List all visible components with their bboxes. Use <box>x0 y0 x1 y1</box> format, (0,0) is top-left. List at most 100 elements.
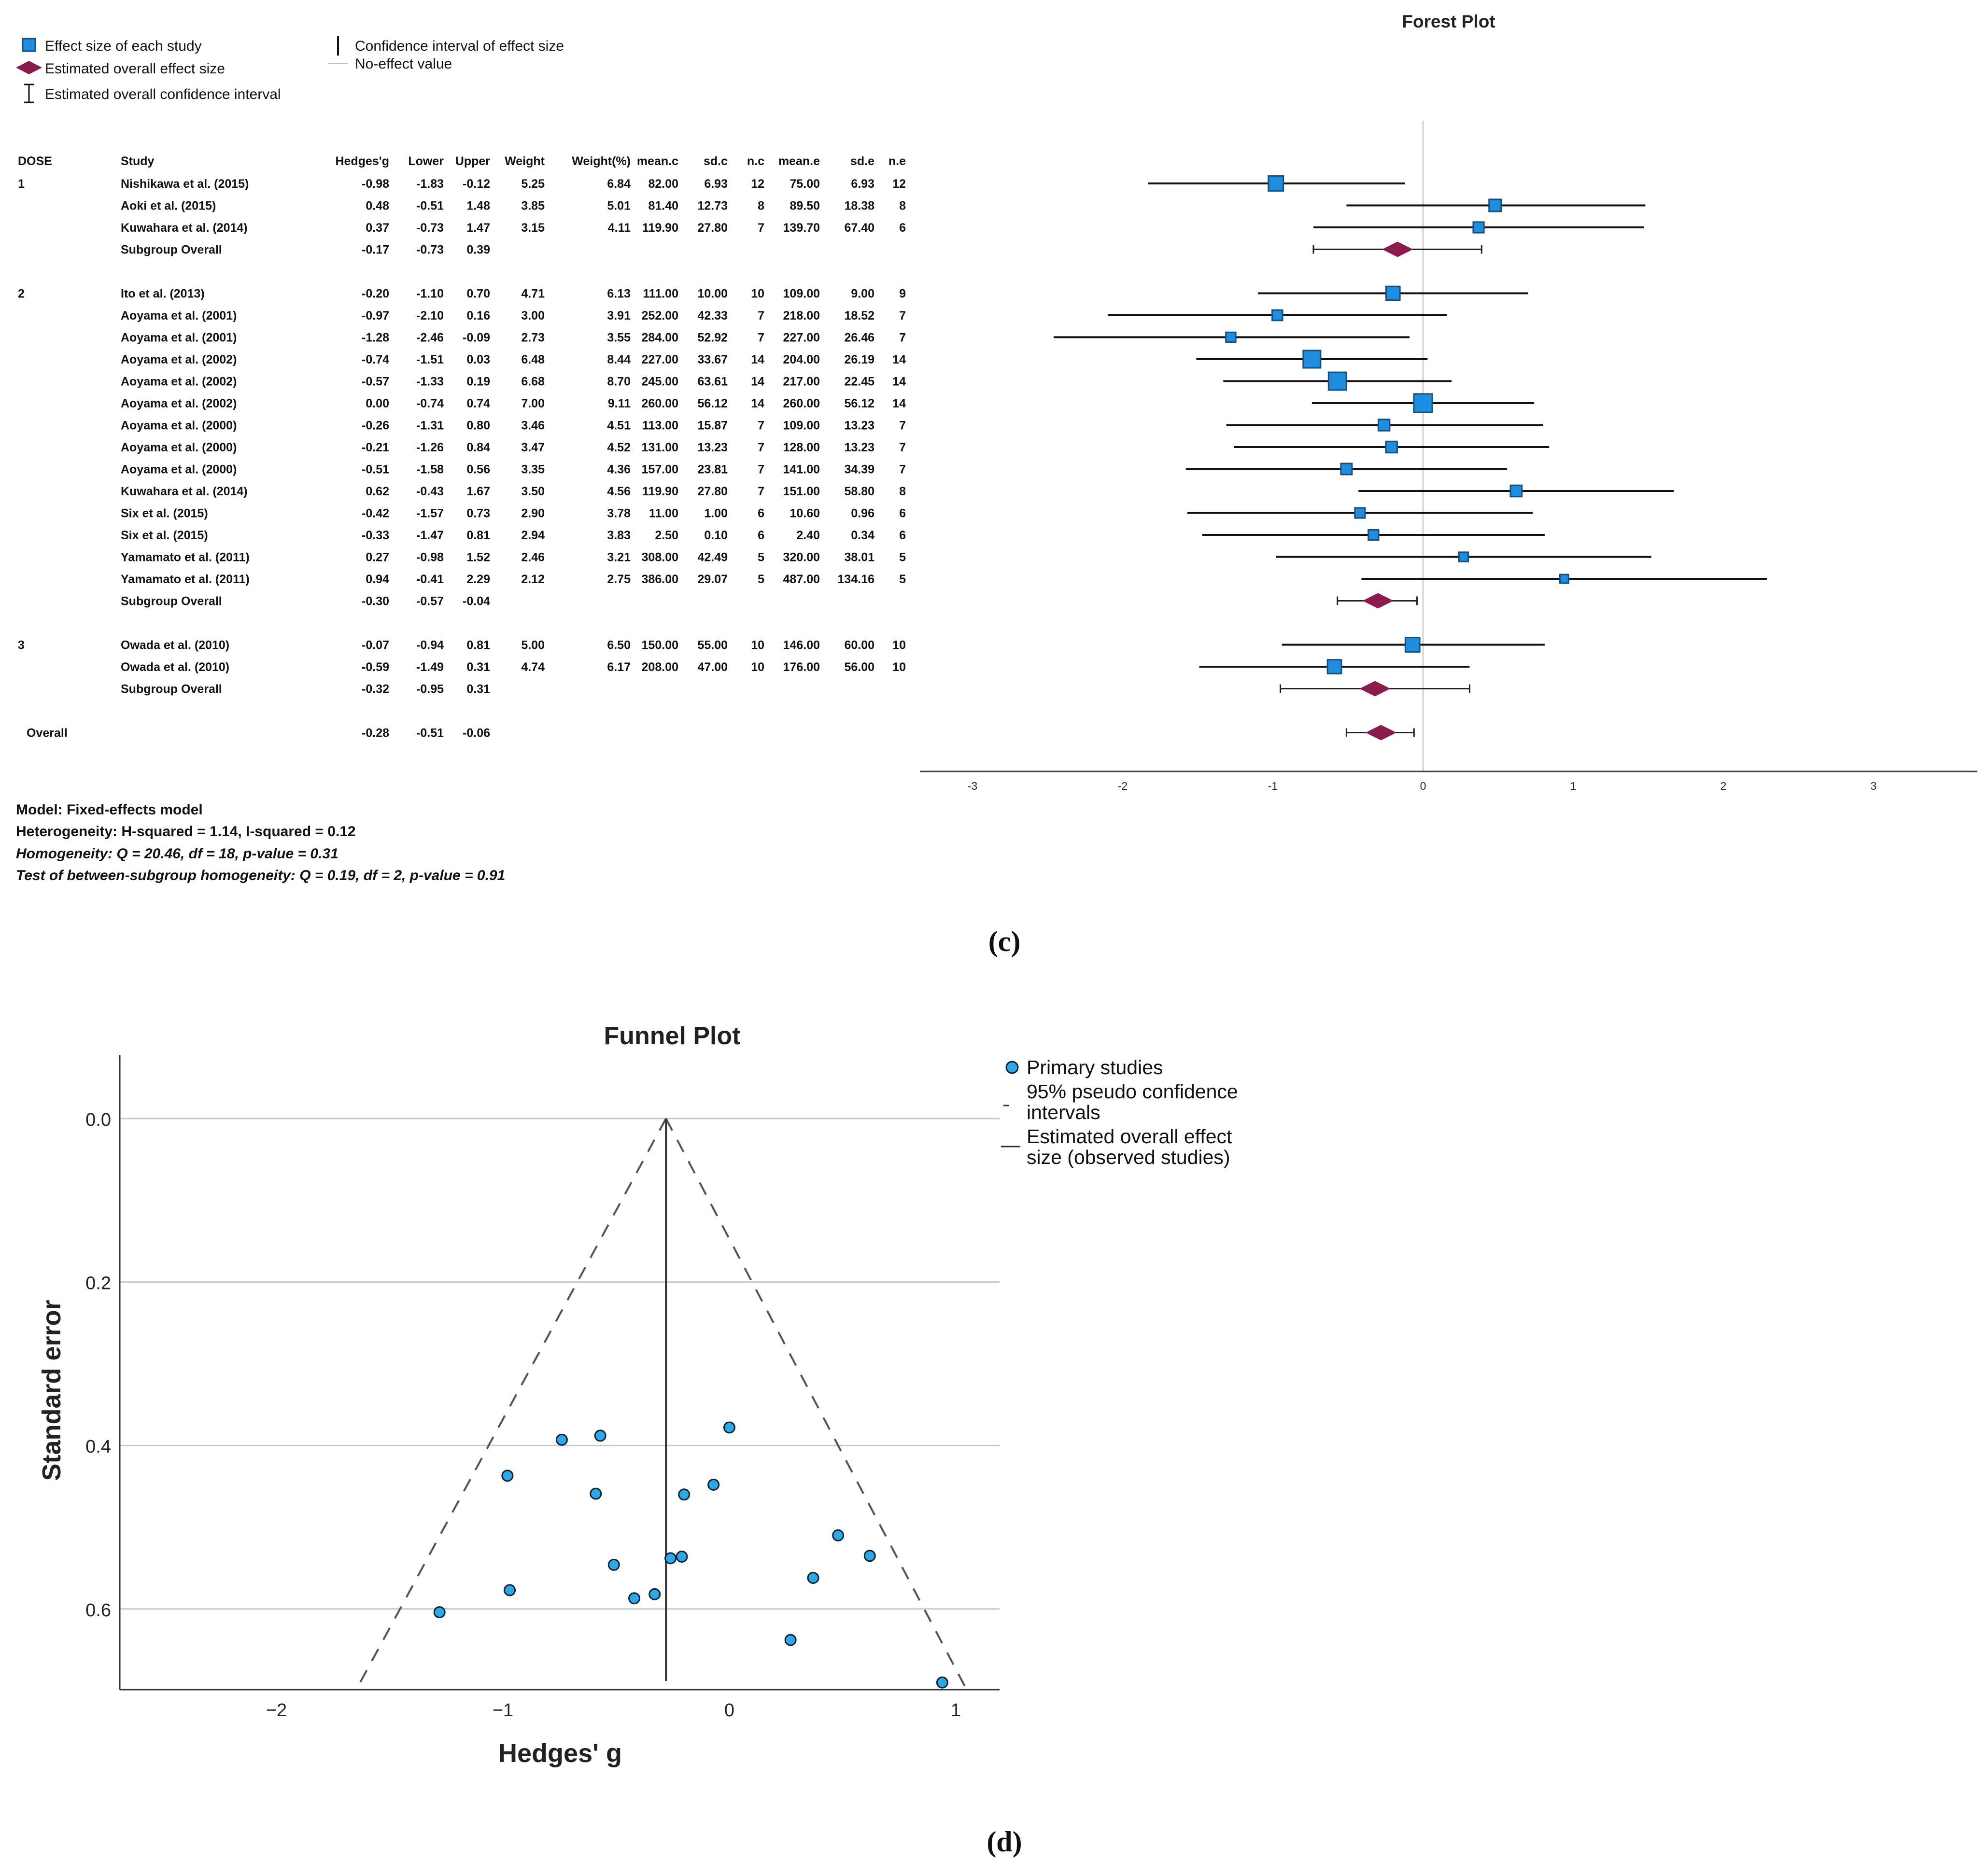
col-header: mean.c <box>637 154 678 168</box>
subgroup-overall-label: Overall <box>27 727 68 740</box>
table-cell: 6 <box>758 529 764 542</box>
col-header: Study <box>121 154 155 168</box>
table-cell: 3.91 <box>607 309 631 322</box>
table-cell: 1.47 <box>466 221 490 235</box>
table-cell: 4.74 <box>521 660 545 674</box>
table-cell: 7 <box>899 441 906 454</box>
table-cell: 47.00 <box>697 660 728 674</box>
table-cell: -1.49 <box>416 660 444 674</box>
table-cell: 0.81 <box>466 639 490 652</box>
table-cell: 58.80 <box>844 485 874 498</box>
table-cell: -0.59 <box>362 660 389 674</box>
table-cell: 4.11 <box>608 221 631 235</box>
table-cell: 6.13 <box>607 287 631 301</box>
table-cell: 4.52 <box>607 441 631 454</box>
forest-table: 1 Nishikawa et al. (2015) -0.98 -1.83 -0.12 5… <box>18 177 906 740</box>
table-cell: 14 <box>892 397 906 410</box>
table-cell: 1.00 <box>704 507 728 520</box>
table-cell: 63.61 <box>697 375 728 389</box>
table-cell: 18.38 <box>844 199 874 213</box>
table-cell: 0.27 <box>366 551 389 564</box>
table-cell: -1.26 <box>416 441 444 454</box>
table-cell: -0.42 <box>362 507 389 520</box>
overall-effect-diamond <box>1365 725 1396 741</box>
col-header: Weight(%) <box>572 154 631 168</box>
funnel-plot: Funnel Plot 0.0 0.2 0.4 0.6 −2 −1 0 1 Hedges' g… <box>37 1022 1238 1858</box>
table-cell: 0.37 <box>366 221 389 235</box>
table-cell: 0.31 <box>466 683 490 696</box>
table-cell: 7 <box>758 463 764 476</box>
table-cell: 10.60 <box>790 507 820 520</box>
table-cell: 56.12 <box>697 397 728 410</box>
study-name: Six et al. (2015) <box>121 529 208 542</box>
table-cell: 12 <box>892 177 906 191</box>
col-header: n.c <box>747 154 764 168</box>
table-cell: 3.00 <box>521 309 545 322</box>
table-cell: -0.07 <box>362 639 389 652</box>
table-cell: 29.07 <box>697 573 728 586</box>
table-cell: 0.16 <box>466 309 490 322</box>
table-cell: 6.68 <box>521 375 545 389</box>
study-name: Ito et al. (2013) <box>121 287 205 301</box>
table-cell: 0.74 <box>466 397 490 410</box>
study-point <box>433 1606 446 1619</box>
table-cell: 218.00 <box>783 309 820 322</box>
table-cell: -0.33 <box>362 529 389 542</box>
table-cell: 141.00 <box>783 463 820 476</box>
study-effect-square <box>1271 309 1283 322</box>
table-cell: 13.23 <box>697 441 728 454</box>
table-cell: 151.00 <box>783 485 820 498</box>
table-cell: 10 <box>892 639 906 652</box>
table-cell: -0.43 <box>416 485 444 498</box>
table-cell: -0.26 <box>362 419 389 433</box>
study-effect-square <box>1377 419 1391 432</box>
legend-no-effect: No-effect value <box>355 56 452 72</box>
forest-x-tick: -1 <box>1268 780 1278 792</box>
subgroup-overall-label: Subgroup Overall <box>121 243 222 257</box>
study-point <box>832 1529 845 1541</box>
legend-diamond-icon <box>16 61 42 74</box>
funnel-y-tick: 0.2 <box>85 1274 111 1294</box>
subgroup-overall-label: Subgroup Overall <box>121 595 222 608</box>
table-cell: 284.00 <box>642 331 678 345</box>
forest-plot: Forest Plot Effect size of each study Es… <box>16 12 1977 957</box>
table-cell: 8 <box>899 199 906 213</box>
funnel-y-tick: 0.6 <box>85 1600 111 1621</box>
study-effect-square <box>1326 659 1342 674</box>
table-cell: 2.75 <box>607 573 631 586</box>
table-cell: 3.50 <box>521 485 545 498</box>
study-effect-square <box>1225 331 1237 343</box>
table-cell: 7 <box>899 331 906 345</box>
dose-label: 2 <box>18 287 25 301</box>
table-cell: 134.16 <box>838 573 874 586</box>
table-cell: -1.31 <box>416 419 444 433</box>
table-cell: 7 <box>758 309 764 322</box>
overall-effect-diamond <box>1382 241 1413 257</box>
col-header: sd.e <box>850 154 874 168</box>
table-cell: -0.73 <box>416 243 444 257</box>
table-cell: 0.03 <box>466 353 490 366</box>
study-name: Aoyama et al. (2000) <box>121 463 237 476</box>
table-cell: 131.00 <box>642 441 678 454</box>
table-cell: 0.96 <box>851 507 874 520</box>
table-cell: 0.48 <box>366 199 389 213</box>
funnel-title: Funnel Plot <box>604 1022 740 1050</box>
table-cell: 2.73 <box>521 331 545 345</box>
col-header: mean.e <box>778 154 820 168</box>
table-cell: 7 <box>899 419 906 433</box>
table-cell: 14 <box>751 397 764 410</box>
table-cell: 15.87 <box>697 419 728 433</box>
table-cell: 0.19 <box>466 375 490 389</box>
table-cell: 7.00 <box>521 397 545 410</box>
pseudo-ci-line <box>354 1118 667 1692</box>
funnel-plot-area: 0.0 0.2 0.4 0.6 −2 −1 0 1 <box>85 1055 1000 1721</box>
table-cell: -0.95 <box>416 683 444 696</box>
table-cell: -1.83 <box>416 177 444 191</box>
legend-study-effect: Effect size of each study <box>45 38 202 54</box>
table-cell: 4.71 <box>521 287 545 301</box>
table-cell: 12.73 <box>697 199 728 213</box>
table-cell: 308.00 <box>642 551 678 564</box>
legend-pseudo-ci-line1: 95% pseudo confidence <box>1027 1080 1238 1103</box>
table-cell: 113.00 <box>642 419 678 433</box>
col-header: n.e <box>888 154 906 168</box>
